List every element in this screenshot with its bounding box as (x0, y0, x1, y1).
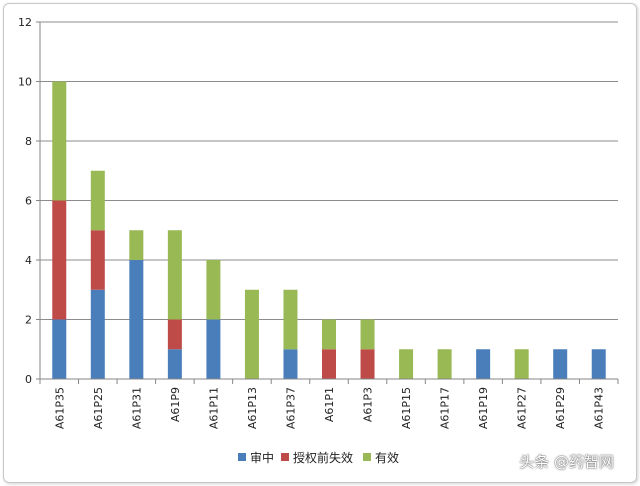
bar-segment (206, 319, 221, 379)
watermark: 头条 @药智网 (519, 453, 614, 471)
bar-segment (360, 319, 375, 350)
y-tick-label: 4 (25, 254, 32, 267)
legend-label: 授权前失效 (293, 450, 353, 465)
bar-segment (476, 349, 491, 379)
x-tick-label: A61P13 (246, 387, 259, 429)
bar-segment (360, 349, 375, 379)
legend-label: 审中 (250, 450, 274, 465)
bars (52, 81, 606, 379)
bar-segment (399, 349, 414, 379)
bar-segment (283, 289, 298, 350)
y-tick-label: 12 (18, 16, 32, 29)
x-tick-label: A61P29 (554, 387, 567, 429)
legend-swatch (238, 453, 246, 461)
y-tick-label: 2 (25, 314, 32, 327)
bar-segment (591, 349, 606, 379)
legend-swatch (363, 453, 371, 461)
bar-segment (52, 81, 67, 201)
x-tick-labels: A61P35 A61P25 A61P31 A61P9 A61P11 A61P13 A61P3… (53, 387, 605, 429)
bar-segment (322, 349, 336, 379)
x-tick-label: A61P17 (439, 387, 452, 429)
bar-segment (437, 349, 452, 379)
y-tick-label: 8 (25, 135, 32, 148)
bar-segment (52, 319, 67, 379)
bar-segment (283, 349, 298, 379)
axes (36, 21, 619, 384)
x-tick-label: A61P43 (593, 387, 606, 429)
y-tick-label: 10 (18, 76, 32, 89)
bar-segment (90, 289, 105, 379)
bar-segment (244, 289, 259, 379)
x-tick-label: A61P15 (400, 387, 413, 429)
x-tick-label: A61P37 (284, 387, 297, 429)
x-tick-label: A61P27 (516, 387, 529, 429)
bar-segment (167, 230, 182, 320)
y-tick-label: 6 (25, 195, 32, 208)
bar-segment (553, 349, 568, 379)
legend: 审中 授权前失效 有效 (238, 450, 399, 465)
x-tick-label: A61P1 (323, 387, 336, 422)
x-tick-label: A61P11 (207, 387, 220, 429)
bar-segment (514, 349, 529, 379)
legend-swatch (281, 453, 289, 461)
bar-segment (90, 230, 105, 290)
chart-frame (3, 3, 637, 483)
bar-segment (167, 349, 182, 379)
x-tick-label: A61P31 (130, 387, 143, 429)
bar-segment (90, 170, 105, 231)
gridlines (40, 21, 618, 320)
x-tick-label: A61P25 (92, 387, 105, 429)
bar-segment (167, 319, 182, 350)
x-tick-label: A61P35 (53, 387, 66, 429)
legend-label: 有效 (375, 450, 399, 465)
y-tick-label: 0 (25, 373, 32, 386)
y-tick-labels: 0 2 4 6 8 10 12 (18, 16, 32, 386)
bar-segment (129, 230, 144, 260)
bar-segment (206, 260, 221, 320)
bar-segment (129, 260, 144, 379)
bar-segment (52, 200, 67, 320)
x-tick-label: A61P3 (362, 387, 375, 422)
x-tick-label: A61P19 (477, 387, 490, 429)
bar-segment (322, 319, 336, 350)
x-tick-label: A61P9 (169, 387, 182, 422)
